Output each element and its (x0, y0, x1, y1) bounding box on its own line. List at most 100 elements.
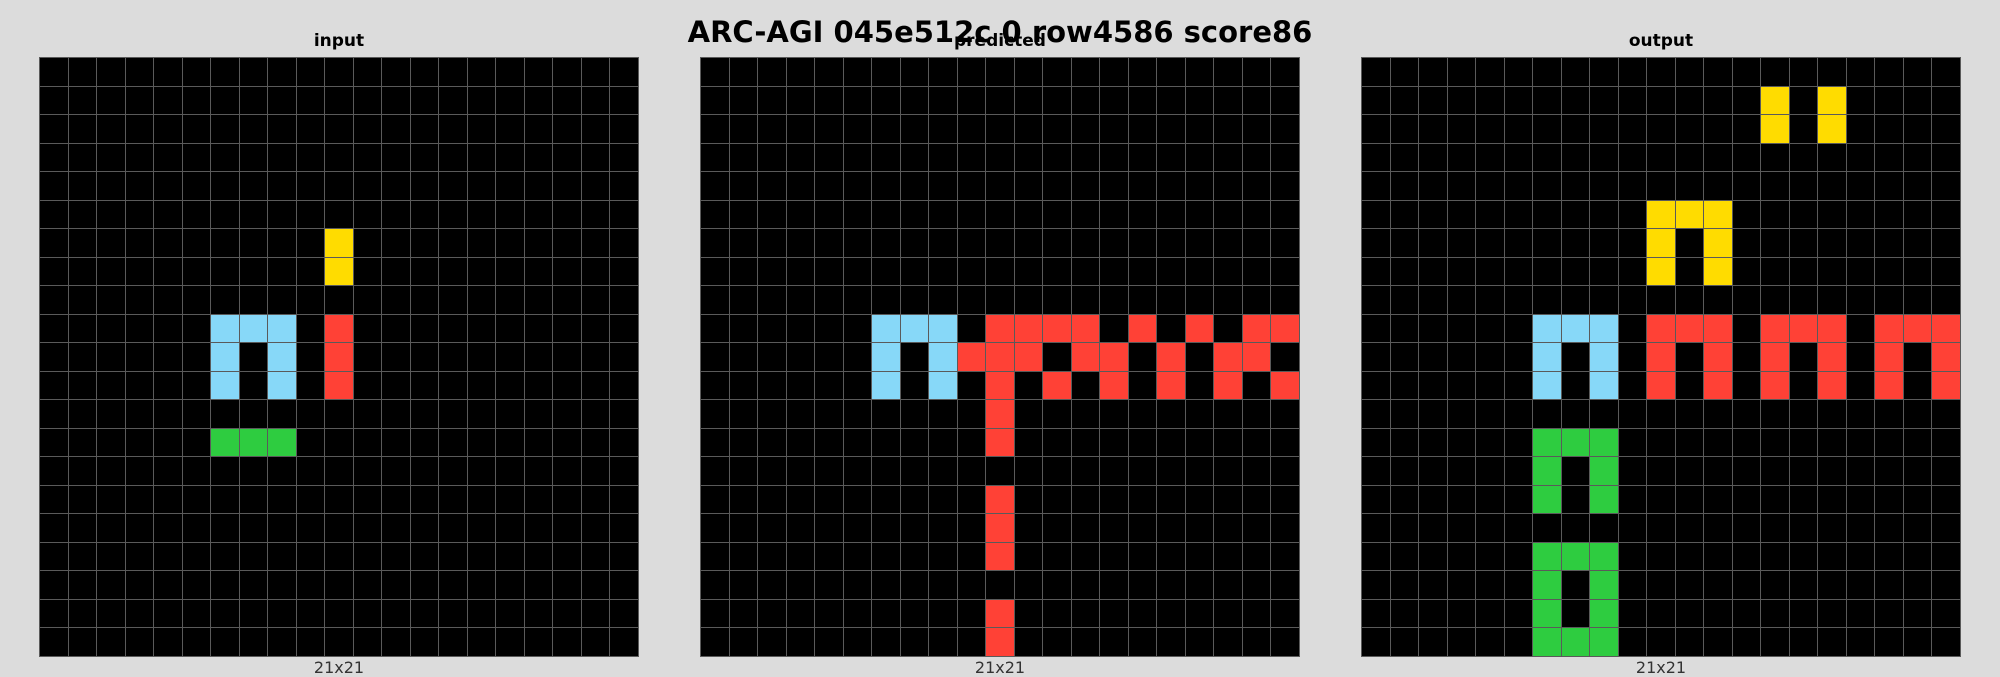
predicted-cell (1100, 343, 1128, 371)
input-cell (467, 428, 496, 457)
predicted-cell (1214, 628, 1242, 656)
input-cell (581, 343, 610, 371)
input-cell (524, 86, 553, 115)
predicted-cell (1128, 200, 1157, 229)
predicted-cell (872, 628, 900, 656)
input-cell (125, 542, 154, 571)
predicted-cell (701, 457, 729, 485)
predicted-cell (1185, 343, 1214, 371)
predicted-cell (1043, 143, 1071, 172)
predicted-grid-dims: 21x21 (974, 658, 1026, 677)
output-cell (1590, 428, 1618, 457)
output-cell (1362, 143, 1390, 172)
predicted-cell (1071, 200, 1100, 229)
output-cell (1647, 571, 1675, 599)
predicted-cell (758, 371, 786, 400)
input-cell (68, 400, 97, 428)
predicted-cell (1157, 314, 1185, 343)
predicted-cell (986, 599, 1014, 628)
predicted-cell (1014, 143, 1043, 172)
output-cell (1704, 542, 1732, 571)
input-cell (211, 143, 239, 172)
predicted-cell (1242, 428, 1271, 457)
predicted-cell (900, 571, 929, 599)
output-cell (1932, 400, 1960, 428)
output-cell (1903, 457, 1932, 485)
input-cell (296, 286, 325, 314)
predicted-cell (1242, 229, 1271, 257)
input-cell (125, 286, 154, 314)
output-cell (1818, 628, 1846, 656)
predicted-cell (1128, 229, 1157, 257)
input-cell (524, 172, 553, 200)
predicted-cell (1214, 286, 1242, 314)
output-cell (1875, 257, 1903, 286)
predicted-cell (1014, 314, 1043, 343)
input-cell (382, 343, 410, 371)
output-cell (1419, 400, 1447, 428)
input-cell (296, 514, 325, 542)
output-cell (1732, 58, 1761, 86)
predicted-cell (1185, 286, 1214, 314)
output-cell (1704, 428, 1732, 457)
predicted-cell (872, 514, 900, 542)
output-cell (1590, 58, 1618, 86)
input-cell (325, 514, 353, 542)
input-cell (382, 86, 410, 115)
predicted-cell (1214, 58, 1242, 86)
input-cell (382, 457, 410, 485)
input-cell (610, 514, 638, 542)
output-cell (1390, 457, 1419, 485)
predicted-cell (1014, 115, 1043, 143)
predicted-cell (1185, 200, 1214, 229)
input-cell (581, 371, 610, 400)
output-cell (1903, 286, 1932, 314)
input-panel: input 21x21 (39, 0, 639, 676)
predicted-cell (872, 200, 900, 229)
input-cell (553, 571, 581, 599)
output-cell (1533, 571, 1561, 599)
input-cell (410, 457, 439, 485)
output-cell (1476, 571, 1504, 599)
output-cell (1504, 200, 1533, 229)
predicted-cell (815, 400, 843, 428)
input-cell (268, 599, 296, 628)
predicted-cell (1157, 115, 1185, 143)
output-cell (1618, 143, 1647, 172)
predicted-cell (1128, 628, 1157, 656)
input-cell (325, 229, 353, 257)
predicted-cell (986, 485, 1014, 514)
output-cell (1789, 143, 1818, 172)
input-cell (239, 457, 268, 485)
predicted-cell (1185, 428, 1214, 457)
output-cell (1903, 428, 1932, 457)
output-cell (1732, 86, 1761, 115)
output-cell (1789, 571, 1818, 599)
input-cell (211, 428, 239, 457)
predicted-cell (815, 371, 843, 400)
predicted-cell (900, 428, 929, 457)
output-cell (1846, 599, 1875, 628)
input-cell (182, 58, 211, 86)
predicted-cell (701, 257, 729, 286)
input-cell (353, 257, 382, 286)
output-cell (1618, 371, 1647, 400)
output-cell (1761, 599, 1789, 628)
predicted-cell (1014, 599, 1043, 628)
predicted-cell (815, 257, 843, 286)
input-cell (325, 86, 353, 115)
output-cell (1932, 143, 1960, 172)
input-cell (353, 86, 382, 115)
predicted-cell (1271, 428, 1299, 457)
output-cell (1590, 200, 1618, 229)
predicted-cell (1157, 172, 1185, 200)
input-cell (268, 286, 296, 314)
output-cell (1504, 571, 1533, 599)
output-cell (1932, 571, 1960, 599)
input-cell (325, 286, 353, 314)
predicted-cell (1214, 200, 1242, 229)
predicted-cell (815, 599, 843, 628)
output-cell (1476, 599, 1504, 628)
input-cell (325, 400, 353, 428)
output-cell (1875, 628, 1903, 656)
